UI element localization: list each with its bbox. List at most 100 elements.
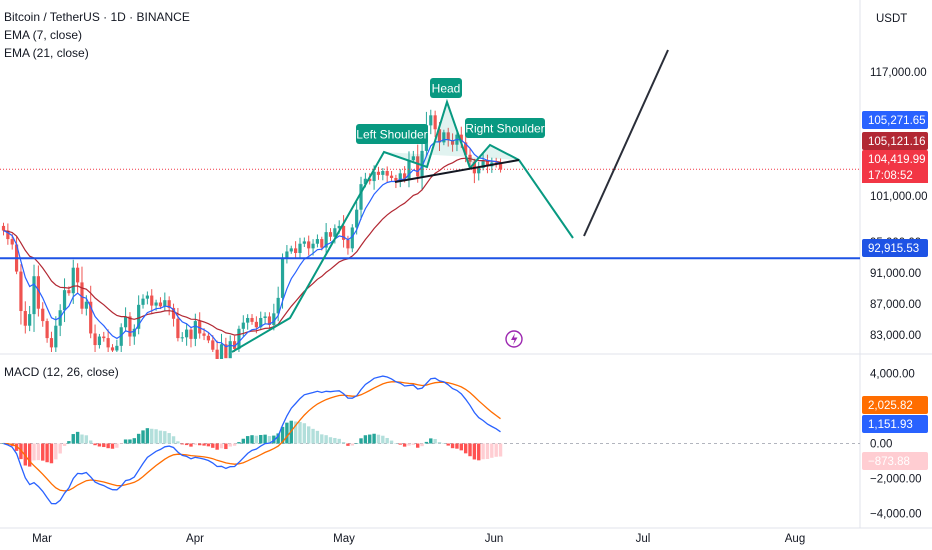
- macd-histogram-bar: [459, 443, 463, 451]
- price-tick-label: 101,000.00: [870, 191, 928, 203]
- head-label: Head: [432, 82, 461, 96]
- macd-histogram-bar: [232, 443, 237, 446]
- candle: [298, 243, 302, 254]
- candle: [6, 230, 10, 240]
- last-price-tag-bg: [862, 150, 928, 168]
- macd-histogram-bar: [359, 438, 363, 444]
- macd-histogram-bar: [498, 443, 503, 457]
- macd-histogram-bar: [477, 443, 481, 461]
- candle: [71, 267, 75, 294]
- macd-histogram-bar: [307, 426, 311, 444]
- candle: [224, 344, 228, 359]
- candle: [437, 129, 442, 143]
- candle: [403, 173, 407, 179]
- candle: [368, 178, 372, 182]
- candle: [185, 329, 189, 338]
- macd-histogram-bar: [180, 443, 184, 445]
- histogram-value-tag: −873.88: [868, 456, 910, 468]
- macd-histogram-bar: [32, 443, 36, 461]
- macd-histogram-bar: [354, 443, 359, 444]
- macd-histogram-bar: [45, 443, 49, 463]
- candle: [363, 178, 367, 185]
- macd-histogram-bar: [333, 437, 337, 444]
- macd-histogram-bar: [424, 441, 429, 444]
- ema7-legend[interactable]: EMA (7, close): [4, 28, 83, 42]
- macd-histogram-bar: [224, 443, 228, 450]
- candle: [41, 308, 45, 322]
- support-price-tag-bg: [862, 239, 928, 257]
- macd-histogram-bar: [27, 443, 32, 467]
- macd-histogram-bar: [485, 443, 490, 460]
- left-shoulder-label-box: [356, 124, 428, 144]
- candle: [54, 325, 58, 348]
- right-shoulder-label: Right Shoulder: [465, 122, 544, 136]
- last-price-tag: 104,419.99: [868, 154, 926, 166]
- macd-histogram-bar: [363, 435, 368, 444]
- candle: [36, 276, 40, 309]
- macd-tick-label: −2,000.00: [870, 474, 921, 486]
- candle: [89, 301, 93, 334]
- macd-histogram-bar: [315, 430, 320, 444]
- macd-histogram-bar: [468, 443, 472, 457]
- left-shoulder-label: Left Shoulder: [356, 128, 427, 142]
- candle: [259, 317, 263, 328]
- candle: [128, 316, 132, 337]
- candle: [141, 298, 145, 305]
- macd-histogram-bar: [394, 443, 398, 444]
- candle: [481, 160, 485, 168]
- price-tick-label: 87,000.00: [870, 299, 921, 311]
- candle: [215, 349, 219, 359]
- candle: [145, 295, 149, 299]
- macd-histogram-bar: [402, 443, 407, 447]
- candle: [102, 336, 106, 339]
- macd-histogram-bar: [416, 443, 420, 448]
- macd-histogram-bar: [302, 423, 307, 444]
- macd-line: [3, 375, 501, 505]
- candle: [276, 297, 280, 314]
- candle: [464, 142, 468, 155]
- macd-histogram-bar: [123, 439, 128, 444]
- candle: [10, 239, 14, 245]
- macd-histogram-bar: [389, 440, 394, 444]
- macd-histogram-bar: [154, 429, 158, 444]
- histogram-value-tag-bg: [862, 452, 928, 470]
- macd-histogram-bar: [119, 443, 123, 444]
- time-tick-label: Jul: [636, 533, 651, 545]
- ema21-legend[interactable]: EMA (21, close): [4, 46, 89, 60]
- lightning-icon[interactable]: [505, 330, 523, 348]
- macd-histogram-bar: [276, 433, 280, 444]
- macd-histogram-bar: [455, 443, 459, 449]
- macd-histogram-bar: [490, 443, 494, 458]
- projection-line: [583, 49, 669, 237]
- macd-histogram-bar: [67, 441, 71, 444]
- symbol-title[interactable]: Bitcoin / TetherUS · 1D · BINANCE: [4, 10, 190, 24]
- macd-histogram-bar: [241, 438, 245, 444]
- macd-histogram-bar: [446, 443, 450, 446]
- candle: [307, 241, 311, 249]
- time-tick-label: May: [333, 533, 355, 545]
- macd-histogram-bar: [84, 435, 89, 444]
- countdown-bg: [862, 166, 928, 183]
- candle: [189, 329, 193, 339]
- candle: [442, 132, 446, 143]
- candle: [49, 338, 54, 348]
- macd-histogram-bar: [132, 438, 136, 444]
- macd-histogram-bar: [267, 436, 272, 444]
- countdown-timer: 17:08:52: [868, 170, 913, 182]
- macd-histogram-bar: [433, 439, 437, 444]
- macd-histogram-bar: [442, 443, 446, 444]
- candle: [171, 307, 176, 319]
- macd-histogram-bar: [450, 443, 455, 449]
- macd-legend[interactable]: MACD (12, 26, close): [4, 365, 119, 379]
- candle: [376, 171, 381, 175]
- macd-histogram-bar: [346, 443, 350, 446]
- macd-histogram-bar: [429, 438, 433, 444]
- candle: [263, 316, 267, 318]
- macd-histogram-bar: [472, 443, 477, 460]
- macd-histogram-bar: [298, 421, 302, 444]
- macd-histogram-bar: [136, 433, 141, 444]
- candle: [280, 258, 285, 298]
- macd-histogram-bar: [245, 436, 250, 444]
- macd-histogram-bar: [89, 440, 93, 444]
